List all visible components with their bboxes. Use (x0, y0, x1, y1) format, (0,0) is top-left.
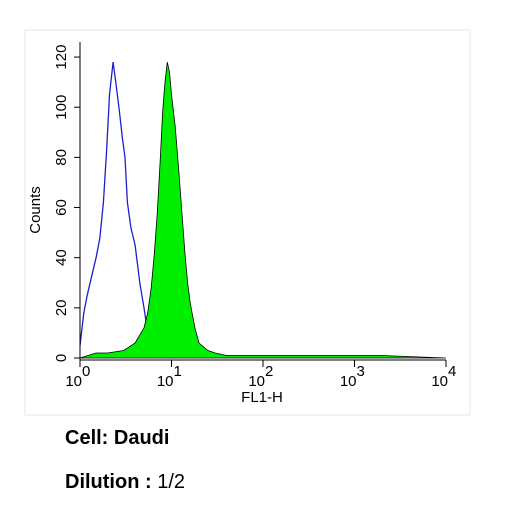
y-axis-label: Counts (27, 186, 44, 234)
dilution-label: Dilution : (65, 471, 152, 493)
filled-histogram (79, 62, 447, 359)
x-tick-base: 10 (431, 373, 448, 390)
x-tick-base: 10 (157, 373, 174, 390)
x-tick-label: 10 (248, 373, 265, 390)
x-tick-base: 10 (340, 373, 357, 390)
cell-caption: Cell: Daudi (65, 427, 169, 449)
x-tick-exponent: 2 (265, 363, 273, 380)
frame (24, 29, 471, 416)
y-tick-label: 100 (53, 95, 70, 120)
x-tick-exponent: 3 (357, 363, 365, 380)
y-tick-label: 40 (53, 249, 70, 266)
x-tick-base: 10 (65, 373, 82, 390)
x-axis-label: FL1-H (241, 389, 283, 406)
x-tick-exponent: 4 (448, 363, 456, 380)
y-tick-label: 80 (53, 149, 70, 166)
x-tick-exponent: 0 (82, 363, 90, 380)
dilution-value: 1/2 (157, 471, 185, 493)
y-tick-label: 60 (53, 199, 70, 216)
y-tick-label: 120 (53, 45, 70, 70)
y-tick-label: 0 (53, 354, 70, 362)
dilution-caption: Dilution : 1/2 (65, 471, 185, 493)
x-tick-label: 10 (340, 373, 357, 390)
y-tick-label: 20 (53, 299, 70, 316)
x-tick-label: 10 (157, 373, 174, 390)
x-tick-exponent: 1 (174, 363, 182, 380)
x-tick-label: 10 (65, 373, 82, 390)
x-tick-base: 10 (248, 373, 265, 390)
x-tick-label: 10 (431, 373, 448, 390)
